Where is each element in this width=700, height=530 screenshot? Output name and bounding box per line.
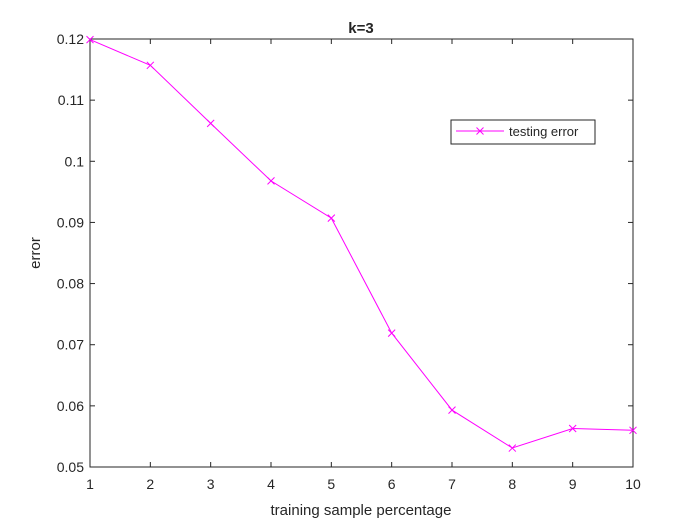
y-tick-label: 0.05 <box>57 459 84 475</box>
data-point-marker <box>448 406 456 414</box>
x-tick-label: 3 <box>207 476 215 492</box>
plot-area: 0.05 0.06 0.07 0.08 0.09 0.1 0.11 0.12 1 2 3 4 5 6 7 8… <box>57 31 641 492</box>
y-axis-ticks: 0.05 0.06 0.07 0.08 0.09 0.1 0.11 0.12 <box>57 31 633 475</box>
x-tick-label: 2 <box>146 476 154 492</box>
data-point-marker <box>146 61 155 70</box>
data-point-marker <box>267 176 275 185</box>
legend-entry-label: testing error <box>509 124 579 139</box>
legend: testing error <box>450 119 596 145</box>
legend-box <box>450 119 596 145</box>
y-tick-label: 0.06 <box>57 398 84 414</box>
data-point-marker <box>327 214 336 223</box>
marker-stroke <box>387 329 396 337</box>
x-tick-label: 10 <box>625 476 641 492</box>
chart-title: k=3 <box>348 20 373 37</box>
x-tick-label: 4 <box>267 476 275 492</box>
marker-stroke <box>146 61 155 70</box>
y-tick-label: 0.12 <box>57 31 84 47</box>
legend-x-marker <box>476 127 484 135</box>
data-point-marker <box>508 444 517 452</box>
marker-stroke <box>476 127 484 135</box>
axes-box <box>89 38 634 468</box>
x-tick-label: 6 <box>388 476 396 492</box>
legend-marker-x <box>476 127 484 135</box>
y-axis-label: error <box>27 237 44 269</box>
y-tick-label: 0.07 <box>57 337 84 353</box>
data-point-marker <box>206 119 215 128</box>
marker-stroke <box>327 214 336 223</box>
y-tick-label: 0.1 <box>65 153 85 169</box>
x-tick-label: 8 <box>508 476 516 492</box>
x-tick-label: 9 <box>569 476 577 492</box>
marker-stroke <box>629 426 637 435</box>
series-line-testing-error <box>89 39 634 449</box>
data-point-marker <box>86 35 94 44</box>
marker-stroke <box>206 119 215 128</box>
y-tick-label: 0.08 <box>57 276 84 292</box>
marker-stroke <box>267 176 275 185</box>
data-point-marker <box>568 424 577 433</box>
x-axis-ticks: 1 2 3 4 5 6 7 8 9 10 <box>86 39 641 492</box>
marker-stroke <box>448 406 456 414</box>
series-layer <box>86 35 637 452</box>
data-point-marker <box>629 426 637 435</box>
x-tick-label: 7 <box>448 476 456 492</box>
data-point-marker <box>387 329 396 337</box>
y-tick-label: 0.09 <box>57 214 84 230</box>
marker-stroke <box>568 424 577 433</box>
x-axis-label: training sample percentage <box>271 502 452 519</box>
x-tick-label: 5 <box>327 476 335 492</box>
marker-stroke <box>86 35 94 44</box>
marker-stroke <box>508 444 517 452</box>
x-tick-label: 1 <box>86 476 94 492</box>
y-tick-label: 0.11 <box>58 92 84 108</box>
